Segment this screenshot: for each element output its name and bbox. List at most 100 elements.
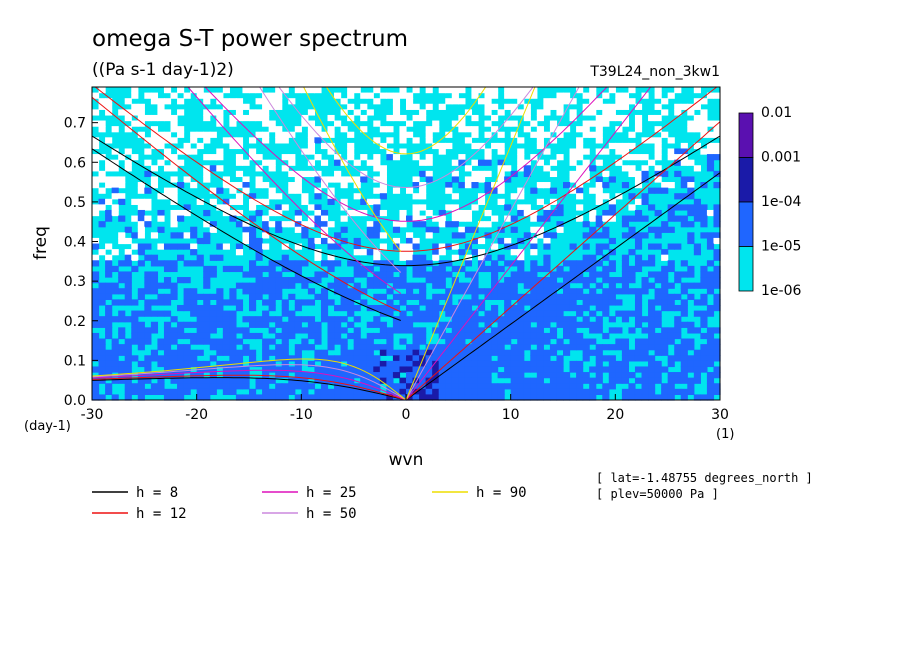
heatmap-cell xyxy=(536,366,544,373)
heatmap-cell xyxy=(458,372,466,379)
heatmap-cell xyxy=(661,182,669,189)
heatmap-cell xyxy=(621,310,630,317)
heatmap-cell xyxy=(216,293,224,300)
heatmap-cell xyxy=(131,327,139,334)
heatmap-cell xyxy=(425,271,433,278)
heatmap-cell xyxy=(504,332,512,340)
heatmap-cell xyxy=(92,92,100,99)
heatmap-cell xyxy=(392,304,401,312)
heatmap-cell xyxy=(144,114,152,122)
heatmap-cell xyxy=(464,137,473,144)
heatmap-cell xyxy=(595,360,603,368)
heatmap-cell xyxy=(517,321,525,328)
heatmap-cell xyxy=(98,198,106,205)
heatmap-cell xyxy=(98,176,106,183)
heatmap-cell xyxy=(654,114,662,122)
heatmap-cell xyxy=(262,215,270,222)
heatmap-cell xyxy=(150,349,159,356)
heatmap-cell xyxy=(543,293,551,300)
heatmap-cell xyxy=(144,282,152,289)
heatmap-cell xyxy=(419,372,427,379)
heatmap-cell xyxy=(216,254,224,261)
heatmap-cell xyxy=(700,221,708,228)
heatmap-cell xyxy=(190,304,198,312)
heatmap-cell xyxy=(648,355,656,362)
heatmap-cell xyxy=(386,126,394,133)
heatmap-cell xyxy=(425,277,433,284)
heatmap-cell xyxy=(124,377,132,384)
heatmap-cell xyxy=(706,338,715,345)
heatmap-cell xyxy=(595,377,603,384)
heatmap-cell xyxy=(137,388,145,396)
heatmap-cell xyxy=(536,349,544,356)
heatmap-cell xyxy=(157,310,165,317)
heatmap-cell xyxy=(268,165,276,172)
heatmap-cell xyxy=(281,87,289,94)
heatmap-cell xyxy=(477,338,486,345)
heatmap-cell xyxy=(203,310,211,317)
heatmap-cell xyxy=(249,299,257,306)
heatmap-cell xyxy=(399,377,407,384)
heatmap-cell xyxy=(209,355,217,362)
annotation-lat: [ lat=-1.48755 degrees_north ] xyxy=(596,471,813,485)
heatmap-cell xyxy=(366,332,374,340)
heatmap-cell xyxy=(255,131,263,138)
heatmap-cell xyxy=(536,109,544,116)
heatmap-cell xyxy=(412,388,420,396)
heatmap-cell xyxy=(589,103,597,110)
heatmap-cell xyxy=(621,394,630,401)
heatmap-cell xyxy=(92,321,100,328)
heatmap-cell xyxy=(255,282,263,289)
heatmap-cell xyxy=(177,327,185,334)
heatmap-cell xyxy=(163,299,172,306)
heatmap-cell xyxy=(661,221,669,228)
heatmap-cell xyxy=(497,394,505,401)
heatmap-cell xyxy=(255,165,263,172)
heatmap-cell xyxy=(432,299,440,306)
heatmap-cell xyxy=(451,87,459,94)
heatmap-cell xyxy=(510,366,518,373)
heatmap-cell xyxy=(334,327,342,334)
heatmap-cell xyxy=(706,288,715,295)
heatmap-cell xyxy=(648,254,656,261)
heatmap-cell xyxy=(471,159,479,166)
heatmap-cell xyxy=(379,142,387,150)
heatmap-cell xyxy=(517,92,525,99)
heatmap-cell xyxy=(438,327,446,334)
heatmap-cell xyxy=(105,282,113,289)
heatmap-cell xyxy=(366,92,374,99)
heatmap-cell xyxy=(111,344,119,351)
heatmap-cell xyxy=(196,87,204,94)
heatmap-cell xyxy=(275,204,283,211)
heatmap-cell xyxy=(608,204,616,211)
heatmap-cell xyxy=(249,226,257,233)
heatmap-cell xyxy=(150,176,159,183)
heatmap-cell xyxy=(445,344,453,351)
heatmap-cell xyxy=(432,271,440,278)
heatmap-cell xyxy=(576,360,584,368)
heatmap-cell xyxy=(491,282,499,289)
heatmap-cell xyxy=(713,170,721,178)
heatmap-cell xyxy=(510,249,518,256)
heatmap-cell xyxy=(497,237,505,245)
heatmap-cell xyxy=(648,394,656,401)
heatmap-cell xyxy=(124,299,132,306)
heatmap-cell xyxy=(504,327,512,334)
heatmap-cell xyxy=(235,198,244,205)
heatmap-cell xyxy=(674,349,682,356)
heatmap-cell xyxy=(700,349,708,356)
heatmap-cell xyxy=(92,349,100,356)
heatmap-cell xyxy=(530,92,538,99)
heatmap-cell xyxy=(334,383,342,390)
heatmap-cell xyxy=(412,366,420,373)
heatmap-cell xyxy=(491,277,499,284)
heatmap-cell xyxy=(353,288,361,295)
heatmap-cell xyxy=(216,344,224,351)
heatmap-cell xyxy=(517,310,525,317)
heatmap-cell xyxy=(432,243,440,250)
heatmap-cell xyxy=(216,338,224,345)
y-tick-label: 0.7 xyxy=(64,116,86,132)
heatmap-cell xyxy=(471,288,479,295)
heatmap-cell xyxy=(216,148,224,155)
heatmap-cell xyxy=(118,182,126,189)
